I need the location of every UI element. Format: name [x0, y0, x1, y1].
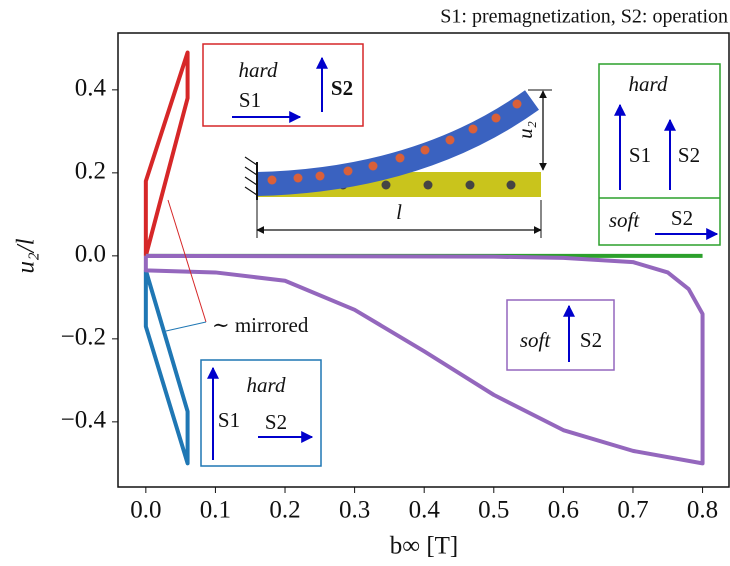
mirror-pointer: [165, 321, 207, 332]
green-box: hard S1 S2 soft S2: [598, 63, 721, 246]
purple-box: soft S2: [506, 299, 615, 371]
box-s1: S1: [218, 408, 240, 432]
x-axis-label: b∞ [T]: [390, 533, 459, 560]
inset-length: l: [396, 200, 402, 224]
box-s2: S2: [580, 328, 602, 352]
beam-particles: [267, 99, 522, 185]
box-s1: S1: [239, 88, 261, 112]
header: S1: premagnetization, S2: operation: [440, 6, 728, 28]
box-lower-title: soft: [609, 208, 641, 232]
x-tick-label: 0.8: [687, 497, 718, 524]
data-line: [143, 253, 705, 466]
box-s2: S2: [331, 76, 353, 100]
x-tick-label: 0.6: [548, 497, 579, 524]
x-tick-label: 0.1: [200, 497, 231, 524]
y-tick-label: −0.4: [61, 407, 107, 434]
x-tick-label: 0.0: [130, 497, 161, 524]
x-tick-label: 0.4: [409, 497, 441, 524]
x-tick-label: 0.2: [269, 497, 300, 524]
x-tick-label: 0.7: [617, 497, 648, 524]
y-tick-label: 0.2: [75, 158, 106, 185]
plot-frame: [117, 32, 730, 488]
box-s2: S2: [678, 143, 700, 167]
x-tick-label: 0.3: [339, 497, 370, 524]
x-tick-label: 0.5: [478, 497, 509, 524]
data-line: [143, 269, 190, 466]
y-tick-label: −0.2: [61, 324, 106, 351]
box-title: hard: [247, 373, 286, 397]
box-title: hard: [239, 58, 278, 82]
inset-deflection: u₂: [513, 121, 537, 139]
y-axis-label: u₂/l: [13, 238, 40, 273]
y-tick-label: 0.0: [75, 241, 106, 268]
box-lower-s2: S2: [671, 206, 693, 230]
mirrored-note: ∼ mirrored: [212, 313, 309, 337]
box-title: soft: [520, 328, 552, 352]
plot-area: 0.0 0.1 0.2 0.3 0.4 0.5 0.6 0.7 0.8 0.4 0.2 0.0 −0.2…: [61, 50, 718, 524]
box-s2: S2: [265, 410, 287, 434]
box-s1: S1: [629, 143, 651, 167]
mirror-pointer: [167, 199, 207, 323]
beam-inset: l u₂: [244, 89, 552, 238]
red-box: hard S1 S2: [202, 43, 364, 127]
box-title: hard: [629, 72, 668, 96]
y-tick-label: 0.4: [75, 75, 107, 102]
data-line: [143, 50, 190, 257]
blue-box: hard S1 S2: [200, 359, 322, 467]
